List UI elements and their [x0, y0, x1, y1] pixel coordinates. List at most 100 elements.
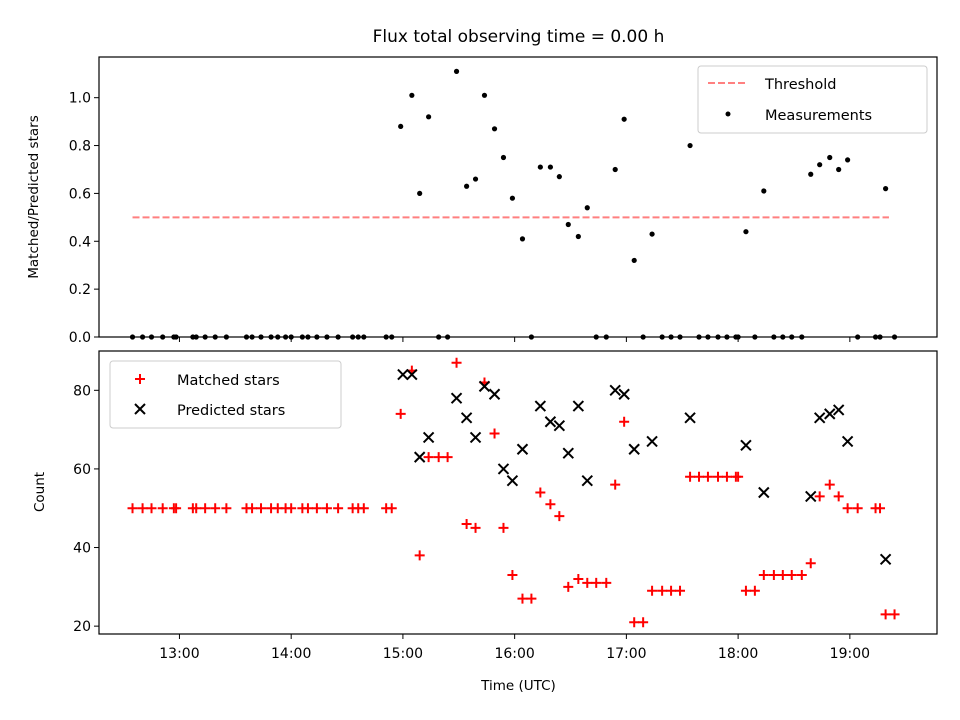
bottom-ytick-label: 20	[73, 619, 91, 635]
matched-star-point	[619, 416, 630, 427]
matched-star-point	[137, 503, 148, 514]
matched-star-point	[507, 570, 518, 581]
measurement-point	[426, 114, 432, 120]
predicted-star-point	[544, 416, 557, 428]
predicted-star-point	[478, 380, 491, 393]
measurement-point	[817, 162, 823, 168]
measurement-point	[464, 183, 470, 189]
predicted-star-point	[740, 439, 752, 452]
matched-legend-swatch	[135, 374, 145, 384]
measurements-legend-label: Measurements	[765, 108, 872, 124]
matched-star-point	[461, 518, 472, 529]
measurement-point	[621, 116, 627, 122]
predicted-star-point	[450, 392, 463, 404]
measurement-point	[398, 123, 404, 130]
matched-star-point	[200, 503, 211, 514]
measurement-point	[565, 221, 571, 228]
bottom-ytick-label: 60	[73, 462, 91, 478]
matched-star-point	[311, 503, 322, 514]
matched-star-point	[786, 570, 797, 581]
matched-star-point	[433, 452, 444, 463]
measurement-point	[409, 92, 415, 98]
matched-star-point	[127, 503, 138, 514]
predicted-star-point	[562, 447, 574, 459]
matched-star-point	[442, 452, 453, 463]
predicted-star-point	[469, 431, 482, 444]
predicted-star-point	[824, 408, 836, 420]
matched-star-point	[833, 491, 844, 502]
bottom-xtick-label: 13:00	[159, 646, 199, 662]
matched-star-point	[629, 617, 640, 628]
matched-legend-label: Matched stars	[177, 373, 280, 389]
measurement-point	[509, 195, 516, 201]
measurement-point	[556, 174, 562, 180]
matched-star-point	[321, 503, 332, 514]
matched-star-point	[451, 357, 462, 368]
matched-star-point	[470, 522, 481, 533]
matched-star-point	[591, 577, 602, 588]
xlabel: Time (UTC)	[480, 678, 556, 694]
predicted-star-point	[422, 431, 435, 444]
matched-star-point	[414, 550, 425, 561]
measurement-point	[547, 164, 554, 170]
predicted-star-point	[609, 384, 621, 397]
matched-star-point	[563, 581, 574, 592]
matched-star-point	[733, 471, 744, 482]
bottom-plot-area: 20 40 60 80 13:00 14:00 15:00 16:00 17:00 18:00 19…	[73, 357, 900, 662]
bottom-legend-box	[109, 360, 342, 429]
matched-star-point	[333, 503, 344, 514]
matched-star-point	[517, 593, 528, 604]
measurements-legend-swatch	[725, 111, 731, 117]
bottom-xtick-label: 19:00	[830, 646, 870, 662]
predicted-star-point	[628, 443, 640, 455]
matched-star-point	[210, 503, 221, 514]
measurement-point	[500, 154, 507, 161]
bottom-xtick-label: 14:00	[271, 646, 311, 662]
measurement-point	[417, 190, 423, 197]
measurement-point	[612, 166, 618, 173]
bottom-ylabel: Count	[32, 472, 48, 512]
top-ytick-label: 0.2	[69, 282, 91, 298]
predicted-star-point	[646, 435, 658, 448]
predicted-star-point	[879, 553, 892, 566]
top-ytick-label: 0.6	[69, 186, 91, 202]
bottom-xtick-label: 15:00	[383, 646, 423, 662]
top-plot-area: 0.0 0.2 0.4 0.6 0.8 1.0	[69, 68, 898, 346]
predicted-star-point	[618, 388, 630, 400]
predicted-star-point	[581, 475, 593, 487]
matched-star-point	[489, 428, 500, 439]
threshold-legend-label: Threshold	[764, 77, 836, 93]
bottom-ytick-label: 80	[73, 383, 91, 399]
matched-star-point	[657, 585, 668, 596]
predicted-star-point	[516, 443, 529, 455]
measurement-point	[453, 68, 460, 74]
matched-star-point	[601, 577, 612, 588]
matched-star-point	[777, 570, 788, 581]
predicted-star-point	[460, 412, 473, 424]
bottom-xtick-label: 18:00	[718, 646, 758, 662]
bottom-xtick-label: 17:00	[606, 646, 646, 662]
matched-star-point	[554, 511, 565, 522]
matched-star-point	[824, 479, 835, 490]
matched-star-point	[875, 503, 886, 514]
matched-star-point	[805, 558, 816, 569]
matched-star-point	[286, 503, 297, 514]
measurement-point	[631, 257, 637, 264]
measurement-point	[472, 176, 479, 182]
matched-star-point	[386, 503, 397, 514]
measurement-point	[827, 154, 833, 161]
measurement-point	[481, 92, 488, 98]
matched-star-point	[358, 503, 369, 514]
measurement-point	[845, 157, 851, 163]
bottom-xtick-label: 16:00	[494, 646, 534, 662]
matched-star-point	[302, 503, 313, 514]
top-axes-frame	[98, 56, 938, 338]
top-ytick-label: 0.8	[69, 139, 91, 155]
measurement-point	[491, 126, 498, 132]
matched-star-point	[582, 577, 593, 588]
bottom-legend: Matched stars Predicted stars	[109, 360, 342, 429]
matched-star-point	[191, 503, 202, 514]
top-ylabel: Matched/Predicted stars	[26, 115, 42, 278]
predicted-star-point	[497, 463, 510, 475]
